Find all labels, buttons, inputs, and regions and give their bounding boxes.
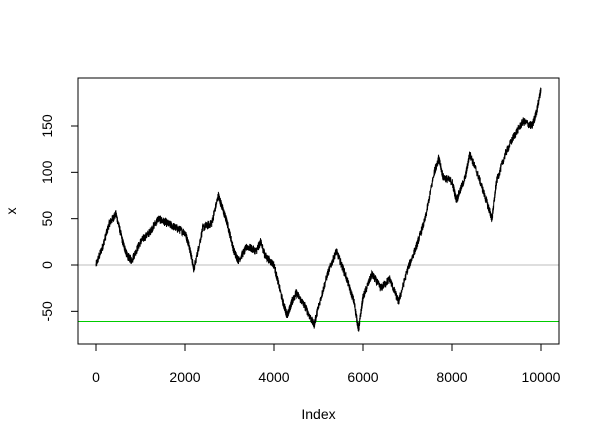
y-tick-label: 150 bbox=[39, 114, 55, 138]
x-tick-label: 8000 bbox=[436, 369, 467, 385]
x-axis: 0 2000 4000 6000 8000 10000 bbox=[92, 343, 561, 385]
y-tick-label: -50 bbox=[39, 301, 55, 321]
y-tick-label: 0 bbox=[39, 261, 55, 269]
y-tick-label: 50 bbox=[39, 211, 55, 227]
x-tick-label: 10000 bbox=[522, 369, 561, 385]
x-tick-label: 4000 bbox=[258, 369, 289, 385]
series-line bbox=[95, 87, 542, 332]
y-tick-label: 100 bbox=[39, 160, 55, 184]
x-tick-label: 6000 bbox=[347, 369, 378, 385]
x-tick-label: 0 bbox=[92, 369, 100, 385]
x-tick-label: 2000 bbox=[169, 369, 200, 385]
y-axis: -50 0 50 100 150 bbox=[39, 114, 79, 321]
y-axis-label: x bbox=[3, 208, 19, 215]
x-axis-label: Index bbox=[301, 406, 335, 422]
